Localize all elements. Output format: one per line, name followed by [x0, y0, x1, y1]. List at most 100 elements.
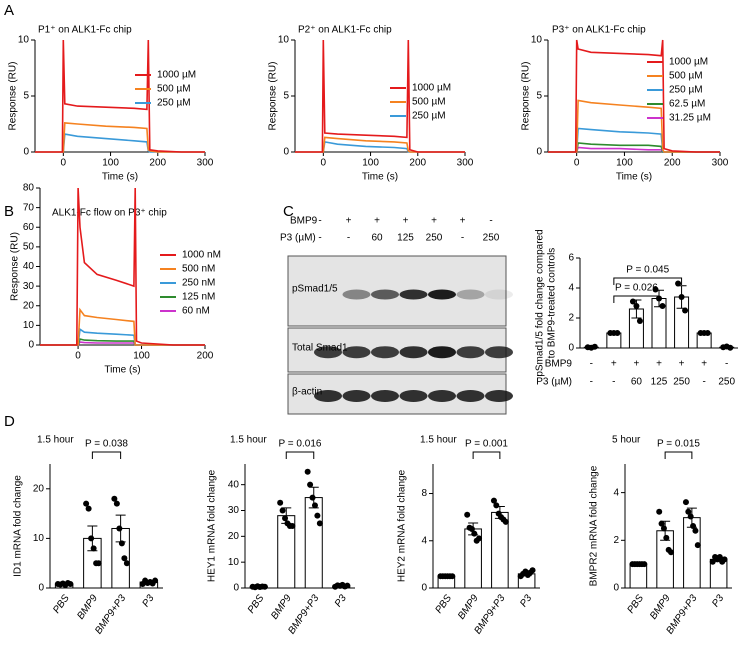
series-line	[40, 307, 205, 346]
y-tick-label: 0	[613, 583, 619, 594]
y-tick-label: 5	[536, 91, 542, 102]
data-point	[682, 307, 689, 314]
condition-value: +	[431, 216, 437, 227]
x-row-value: -	[725, 359, 728, 370]
y-tick-label: 40	[23, 261, 35, 272]
chart-title: P3⁺ on ALK1-Fc chip	[552, 25, 646, 36]
y-axis-title: to BMP9-treated controls	[547, 248, 558, 359]
data-point	[471, 530, 478, 537]
blot-row-label: pSmad1/5	[292, 284, 338, 295]
series-line	[35, 39, 205, 153]
y-tick-label: 0	[233, 583, 239, 594]
legend-label: 500 µM	[412, 97, 446, 108]
y-tick-label: 2	[613, 535, 619, 546]
y-tick-label: 70	[23, 202, 35, 213]
data-point	[118, 540, 125, 547]
data-point	[678, 294, 685, 300]
blot-band	[371, 346, 399, 359]
x-row-value: -	[590, 377, 593, 388]
legend-label: 1000 µM	[157, 70, 196, 81]
y-axis-title: Response (RU)	[521, 62, 532, 131]
y-tick-label: 2	[568, 313, 574, 324]
p-value: P = 0.026	[615, 283, 658, 294]
legend-label: 250 µM	[157, 98, 191, 109]
data-point	[468, 525, 475, 532]
data-point	[123, 560, 130, 567]
p-value: P = 0.016	[279, 439, 322, 450]
condition-value: -	[318, 216, 321, 227]
significance-bracket	[472, 451, 501, 459]
blot-band	[399, 289, 428, 300]
y-tick-label: 20	[33, 483, 45, 494]
blot-band	[342, 289, 371, 300]
legend-label: 250 µM	[412, 111, 446, 122]
condition-value: +	[374, 216, 380, 227]
x-tick-label: PBS	[626, 593, 647, 616]
condition-value: -	[489, 216, 492, 227]
legend-label: 31.25 µM	[669, 113, 711, 124]
data-point	[67, 581, 74, 588]
data-point	[121, 555, 128, 562]
x-row-value: 60	[631, 377, 643, 388]
legend-label: 60 nM	[182, 306, 210, 317]
condition-value: +	[403, 216, 409, 227]
x-tick-label: 200	[409, 158, 426, 169]
y-tick-label: 8	[421, 488, 427, 499]
x-tick-label: P3	[710, 593, 726, 610]
y-tick-label: 0	[568, 343, 574, 354]
y-axis-title: BMPR2 mRNA fold change	[589, 465, 600, 586]
data-point	[704, 330, 711, 336]
data-point	[690, 523, 697, 529]
blot-band	[428, 346, 456, 359]
blot-row-label: β-actin	[292, 387, 322, 398]
y-tick-label: 5	[23, 91, 29, 102]
series-line	[295, 39, 465, 153]
y-tick-label: 10	[33, 533, 45, 544]
x-tick-label: 100	[133, 351, 150, 362]
data-point	[449, 573, 456, 580]
y-tick-label: 10	[18, 35, 30, 46]
condition-value: 125	[397, 233, 414, 244]
condition-value: -	[461, 233, 464, 244]
data-point	[307, 481, 314, 488]
data-point	[85, 505, 92, 512]
x-axis-title: Time (s)	[362, 172, 398, 183]
y-tick-label: 6	[568, 253, 574, 264]
data-point	[659, 303, 666, 309]
y-tick-label: 0	[283, 147, 289, 158]
data-point	[311, 502, 318, 509]
data-point	[660, 525, 667, 532]
p-value: P = 0.001	[465, 439, 508, 450]
x-row-value: 250	[718, 377, 735, 388]
x-tick-label: 300	[457, 158, 474, 169]
legend-label: 500 nM	[182, 264, 215, 275]
y-tick-label: 5	[283, 91, 289, 102]
x-tick-label: BMP9	[269, 593, 294, 622]
significance-bracket	[613, 295, 660, 303]
significance-bracket	[285, 451, 315, 459]
series-line	[35, 122, 205, 153]
legend-label: 1000 µM	[669, 57, 708, 68]
significance-bracket	[91, 451, 122, 459]
x-tick-label: 0	[61, 158, 67, 169]
data-point	[633, 303, 640, 309]
data-point	[685, 508, 692, 515]
data-point	[493, 502, 500, 509]
condition-label: P3 (µM)	[280, 233, 316, 244]
legend-label: 500 µM	[669, 71, 703, 82]
data-point	[675, 280, 682, 287]
series-line	[295, 136, 465, 153]
data-point	[641, 561, 648, 568]
data-point	[476, 535, 483, 542]
x-axis-title: Time (s)	[104, 365, 140, 376]
x-tick-label: P3	[518, 593, 534, 610]
blot-band	[428, 289, 456, 300]
condition-value: -	[347, 233, 350, 244]
panel-label: A	[4, 2, 14, 19]
y-tick-label: 10	[531, 35, 543, 46]
y-tick-label: 0	[536, 147, 542, 158]
x-tick-label: 200	[149, 158, 166, 169]
p-value: P = 0.045	[626, 265, 669, 276]
blot-band	[456, 346, 485, 359]
